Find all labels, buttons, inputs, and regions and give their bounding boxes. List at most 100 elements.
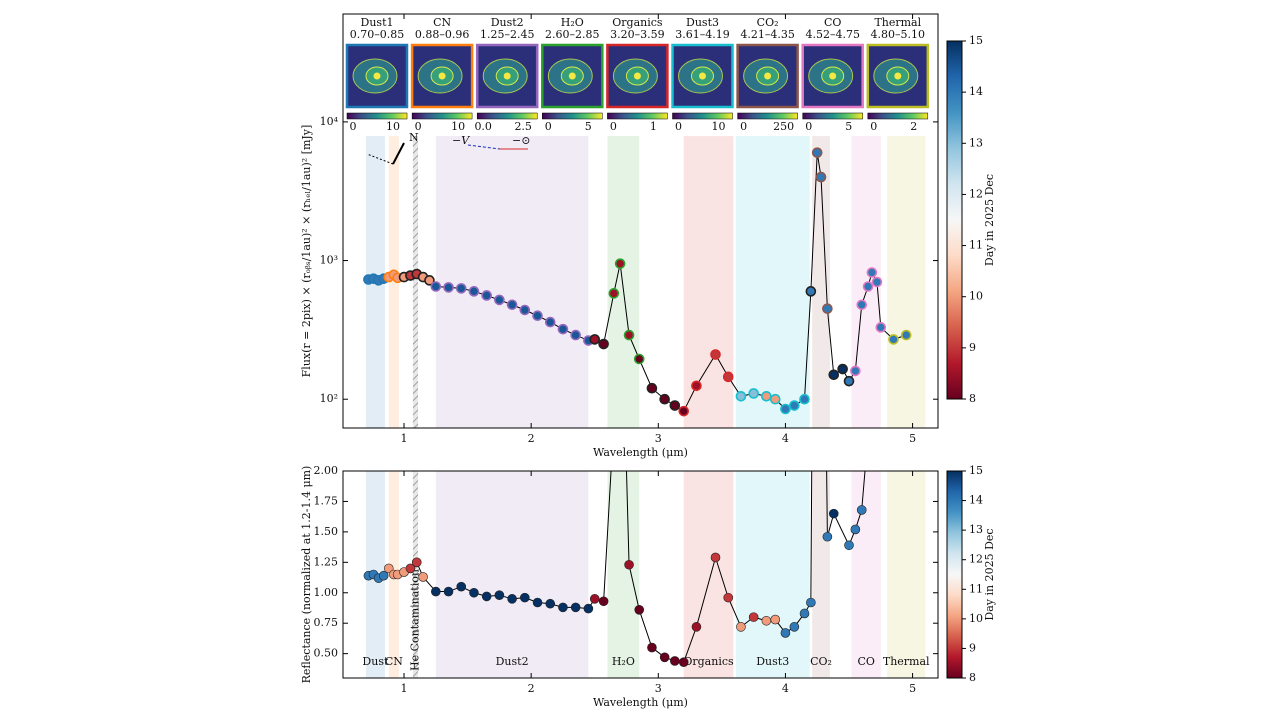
data-point — [494, 294, 505, 306]
colorbar-tick-label: 12 — [969, 553, 983, 566]
thumb-title: Thermal — [874, 16, 921, 29]
thumb-colorbar — [346, 112, 408, 120]
data-point — [558, 602, 568, 613]
x-axis-label: Wavelength (μm) — [593, 446, 688, 459]
data-point — [748, 612, 759, 622]
band-label: He Contamination — [408, 569, 421, 671]
band — [887, 471, 926, 678]
data-point — [828, 369, 840, 381]
data-point — [678, 405, 690, 417]
data-point — [507, 594, 517, 604]
data-point — [430, 281, 442, 292]
data-point — [659, 393, 670, 405]
band — [435, 471, 589, 678]
data-point — [789, 400, 800, 411]
data-point — [843, 375, 855, 387]
data-point — [735, 390, 747, 402]
data-point — [850, 365, 861, 377]
data-point — [589, 594, 600, 604]
data-point — [623, 329, 635, 341]
x-axis-label: Wavelength (μm) — [593, 696, 688, 709]
y-tick-label: 2.00 — [314, 464, 339, 477]
data-point — [608, 288, 620, 299]
colorbar-tick-label: 10 — [969, 290, 983, 303]
data-point — [424, 275, 435, 286]
thumb-cbar-tick: 0 — [350, 120, 357, 133]
data-point — [736, 622, 746, 632]
data-point — [411, 557, 422, 568]
band — [735, 471, 810, 678]
thumb-range: 0.70–0.85 — [350, 28, 404, 41]
x-tick-label: 4 — [782, 432, 789, 445]
data-point — [455, 283, 467, 294]
data-point — [799, 393, 810, 405]
data-point — [598, 596, 609, 607]
colorbar-tick-label: 9 — [969, 641, 976, 654]
colorbar-tick-label: 8 — [969, 671, 976, 684]
colorbar — [946, 40, 963, 400]
thumb-cbar-tick: 10 — [451, 120, 465, 133]
band — [851, 471, 881, 678]
band-label: H₂O — [612, 655, 635, 668]
velocity-label: −V — [452, 134, 470, 147]
colorbar-tick-label: 11 — [969, 239, 983, 252]
thumb-cbar-tick: 1 — [650, 120, 657, 133]
band — [812, 136, 830, 428]
axes-frame — [342, 470, 939, 679]
x-tick-label: 1 — [401, 682, 408, 695]
x-tick-label: 5 — [909, 682, 916, 695]
y-tick-label: 0.75 — [314, 616, 339, 629]
band-label: CN — [385, 655, 403, 668]
colorbar-tick-label: 9 — [969, 341, 976, 354]
colorbar-label: Day in 2025 Dec — [983, 174, 996, 266]
thumb-range: 3.61–4.19 — [675, 28, 729, 41]
data-point — [646, 382, 658, 394]
data-point — [678, 657, 689, 667]
sun-label: −⊙ — [512, 134, 530, 147]
colorbar-label: Day in 2025 Dec — [983, 528, 996, 620]
thumb-title: H₂O — [561, 16, 584, 29]
thumb-range: 3.20–3.59 — [610, 28, 664, 41]
data-point — [723, 592, 734, 603]
data-point — [443, 282, 454, 293]
colorbar-tick-label: 12 — [969, 187, 983, 200]
data-point — [806, 597, 816, 608]
thumb-cbar-tick: 10 — [386, 120, 400, 133]
data-point — [506, 299, 518, 311]
thumb-cbar-tick: 0 — [870, 120, 877, 133]
x-tick-label: 2 — [528, 682, 535, 695]
band-label: Organics — [683, 655, 734, 668]
y-tick-label: 0.50 — [314, 647, 339, 660]
thumb-title: CO — [824, 16, 841, 29]
band — [683, 136, 734, 428]
thumb-cbar-tick: 0 — [675, 120, 682, 133]
data-point — [780, 403, 791, 415]
band-label: Thermal — [883, 655, 930, 668]
thumb-cbar-tick: 5 — [845, 120, 852, 133]
band — [683, 471, 734, 678]
thumb-cbar-tick: 10 — [712, 120, 726, 133]
thumb-colorbar — [542, 112, 603, 120]
data-point — [856, 299, 868, 311]
thumb-range: 1.25–2.45 — [480, 28, 534, 41]
y-tick-label: 1.25 — [314, 555, 339, 568]
data-point — [815, 171, 827, 183]
x-tick-label: 5 — [909, 432, 916, 445]
y-tick-label: 10² — [320, 392, 338, 405]
band — [412, 471, 419, 678]
thumb-range: 4.21–4.35 — [740, 28, 794, 41]
band-label: CO — [857, 655, 874, 668]
data-point — [418, 572, 428, 582]
plot-area — [363, 471, 867, 667]
thumb-core — [894, 72, 902, 80]
data-point — [900, 329, 912, 341]
data-point — [520, 592, 530, 603]
band — [435, 136, 589, 428]
thumb-cbar-tick: 2 — [910, 120, 917, 133]
colorbar-tick-label: 15 — [969, 464, 983, 477]
thumb-cbar-tick: 0 — [805, 120, 812, 133]
data-point — [770, 614, 781, 625]
thumb-title: Organics — [612, 16, 663, 29]
thumb-cbar-tick: 2.5 — [514, 120, 532, 133]
data-point — [837, 363, 848, 375]
